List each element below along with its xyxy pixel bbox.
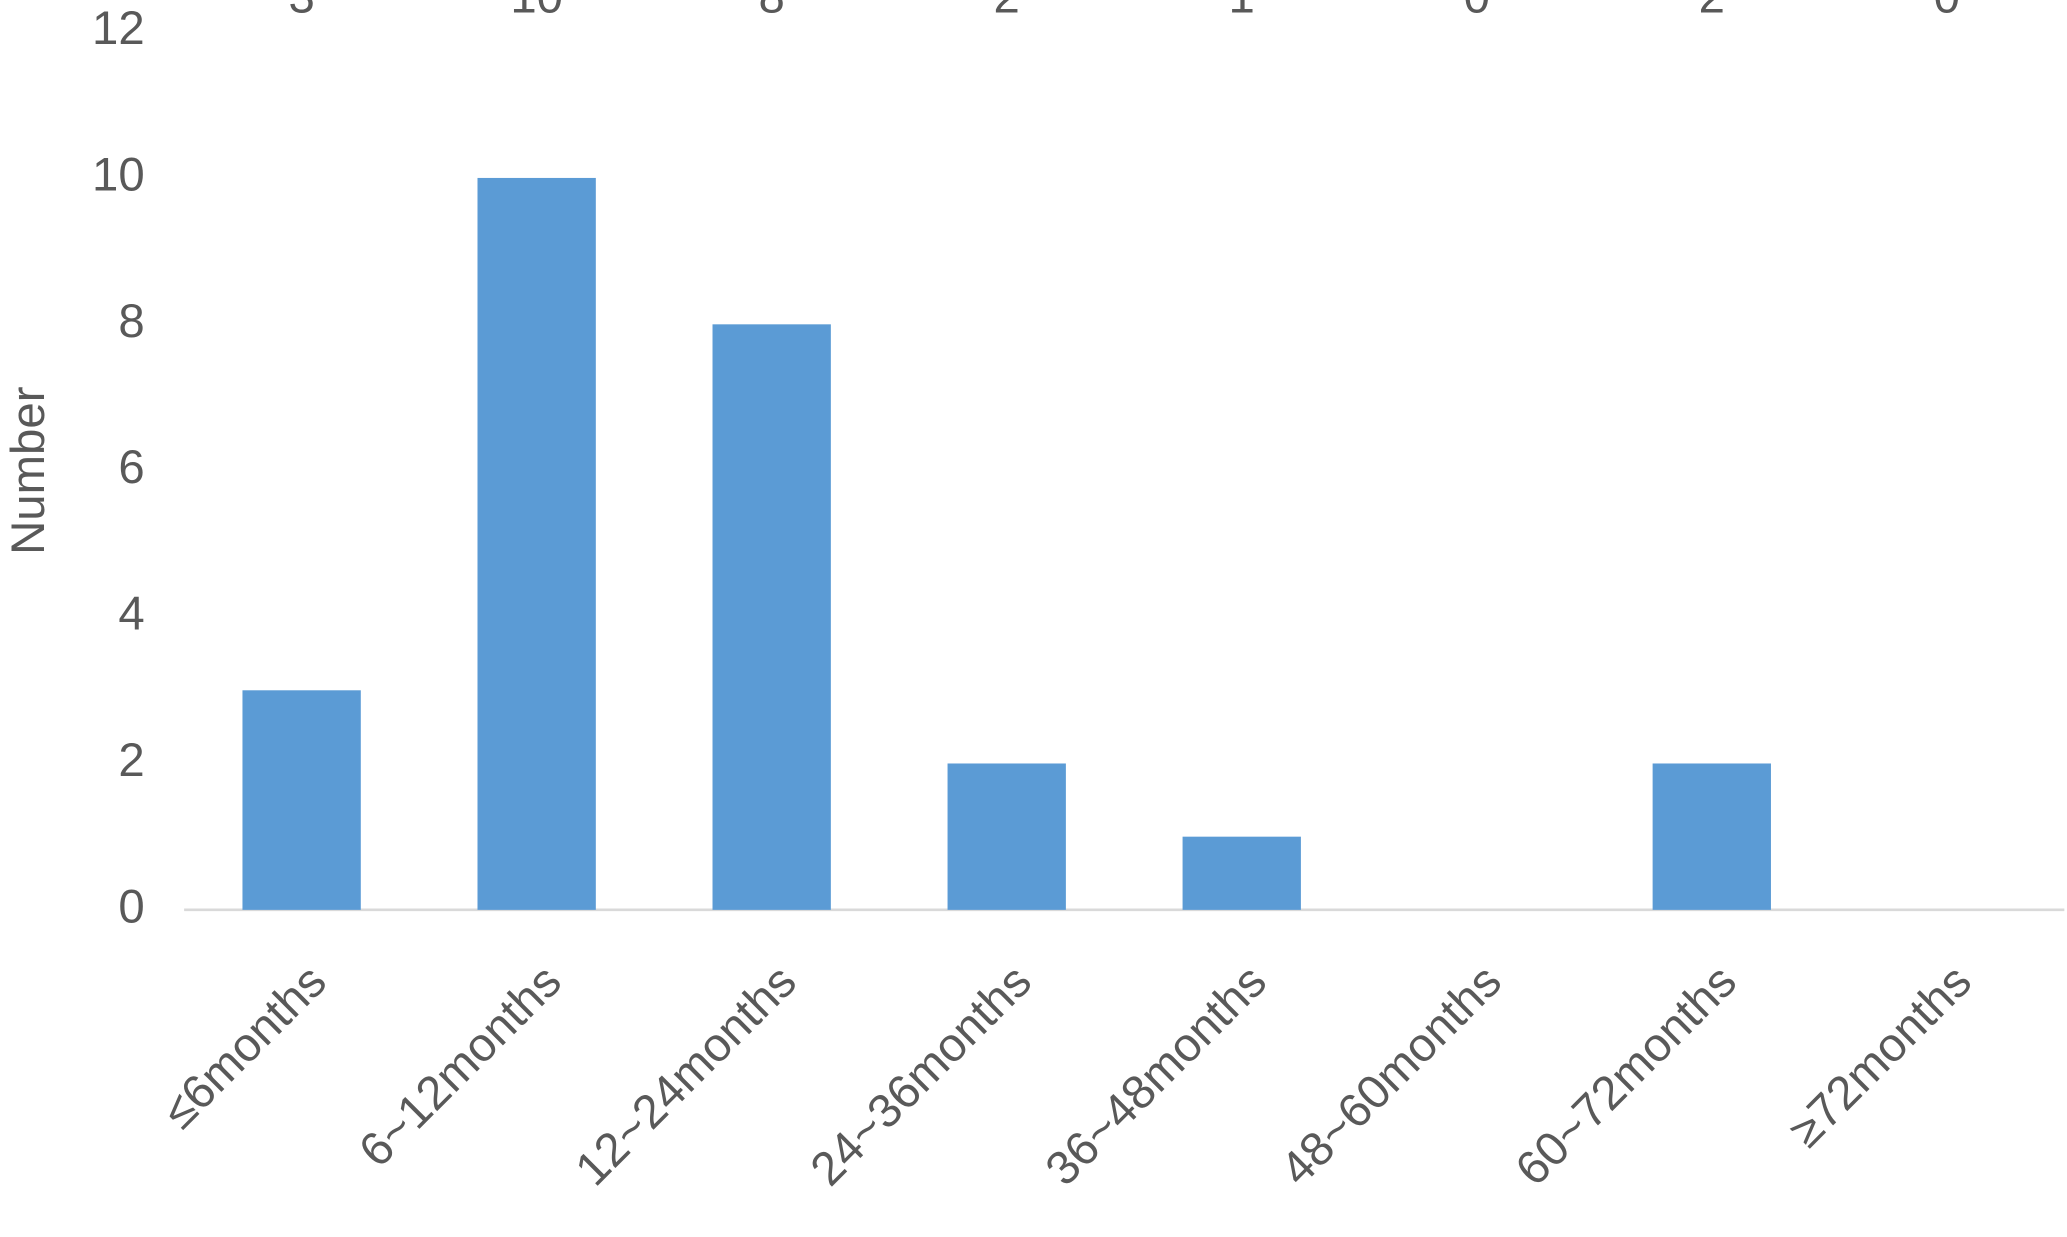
bar xyxy=(712,324,831,910)
bar xyxy=(242,690,361,910)
x-tick-label: ≥72months xyxy=(1779,955,1982,1158)
x-tick-label: 24~36months xyxy=(801,955,1042,1196)
y-axis-label: Number xyxy=(2,387,55,555)
value-label: 0 xyxy=(1464,0,1490,24)
value-label: 3 xyxy=(288,0,314,24)
x-tick-label: 36~48months xyxy=(1036,955,1277,1196)
value-label: 2 xyxy=(1699,0,1725,24)
value-label: 8 xyxy=(759,0,785,24)
value-label: 1 xyxy=(1229,0,1255,24)
x-tick-label: 60~72months xyxy=(1506,955,1747,1196)
y-tick-label: 0 xyxy=(118,880,144,933)
x-tick-label: 6~12months xyxy=(349,955,572,1178)
y-tick-label: 8 xyxy=(118,295,144,348)
x-tick-label: ≤6months xyxy=(152,955,336,1139)
y-tick-label: 4 xyxy=(118,588,144,641)
value-label: 2 xyxy=(994,0,1020,24)
bar xyxy=(477,177,596,910)
bar xyxy=(1652,763,1771,910)
value-label: 10 xyxy=(510,0,563,24)
x-tick-label: 12~24months xyxy=(565,955,806,1196)
x-tick-label: 48~60months xyxy=(1271,955,1512,1196)
y-tick-label: 2 xyxy=(118,734,144,787)
y-tick-label: 6 xyxy=(118,441,144,494)
y-tick-label: 10 xyxy=(92,148,145,201)
y-tick-label: 12 xyxy=(92,2,145,55)
bar xyxy=(947,763,1066,910)
value-label: 0 xyxy=(1934,0,1960,24)
bar xyxy=(1182,836,1301,910)
